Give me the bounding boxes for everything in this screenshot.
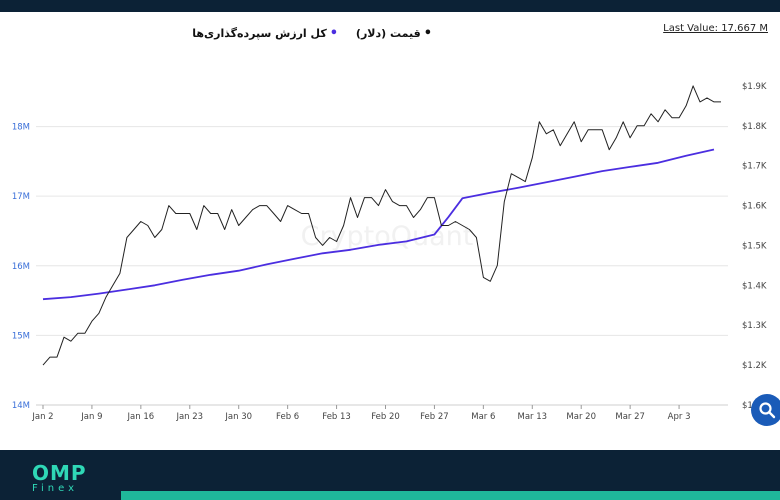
legend-deposits-dot: • [329,26,339,41]
legend-item-price[interactable]: •قیمت (دلار) [356,26,432,41]
legend-item-deposits[interactable]: •کل ارزش سپرده‌گذاری‌ها [192,26,338,41]
x-axis-tick-label: Mar 6 [471,412,495,422]
right-axis-tick-label: $1.5K [742,241,767,251]
right-axis-tick-label: $1.7K [742,162,767,172]
chart-watermark: CryptoQuant [301,221,474,252]
x-axis-tick-label: Jan 30 [224,412,252,422]
left-axis-tick-label: 18M [12,123,30,133]
right-axis-tick-label: $1.9K [742,82,767,92]
x-axis-tick-label: Apr 3 [668,412,691,422]
chart-legend: •قیمت (دلار) •کل ارزش سپرده‌گذاری‌ها [178,26,432,41]
x-axis-tick-label: Mar 13 [518,412,548,422]
logo-sub-text: Finex [32,483,79,494]
x-axis-tick-label: Jan 9 [80,412,102,422]
chart-canvas: CryptoQuant14M15M16M17M18M$1.1K$1.2K$1.3… [12,82,767,422]
legend-deposits-label: کل ارزش سپرده‌گذاری‌ها [192,27,327,40]
right-axis-tick-label: $1.6K [742,202,767,212]
left-axis-tick-label: 14M [12,401,30,411]
footer-bar [0,450,780,500]
x-axis-tick-label: Mar 20 [566,412,596,422]
legend-price-dot: • [423,26,432,41]
chart-card [0,12,780,450]
right-axis-tick-label: $1.8K [742,122,767,132]
left-axis-tick-label: 15M [12,331,30,341]
x-axis-tick-label: Mar 27 [615,412,645,422]
logo-main-text: OMP [32,461,87,485]
omp-finex-logo: OMP Finex [32,463,87,495]
right-axis-tick-label: $1.2K [742,361,767,371]
search-icon [759,402,776,419]
search-button[interactable] [751,394,780,426]
price-series-line [42,85,721,366]
x-axis-tick-label: Jan 2 [31,412,53,422]
footer-accent-strip [121,491,780,500]
left-axis-tick-label: 17M [12,192,30,202]
x-axis-tick-label: Feb 20 [371,412,400,422]
deposits-series-line [42,148,715,301]
x-axis-tick-label: Feb 6 [276,412,299,422]
top-bar [0,0,780,12]
right-axis-tick-label: $1.4K [742,281,767,291]
x-axis-tick-label: Feb 27 [420,412,449,422]
left-axis-tick-label: 16M [12,262,30,272]
x-axis-tick-label: Jan 16 [127,412,155,422]
last-value-link[interactable]: Last Value: 17.667 M [663,23,768,34]
x-axis-tick-label: Jan 23 [175,412,203,422]
x-axis-tick-label: Feb 13 [322,412,351,422]
legend-price-label: قیمت (دلار) [355,27,421,40]
right-axis-tick-label: $1.3K [742,321,767,331]
